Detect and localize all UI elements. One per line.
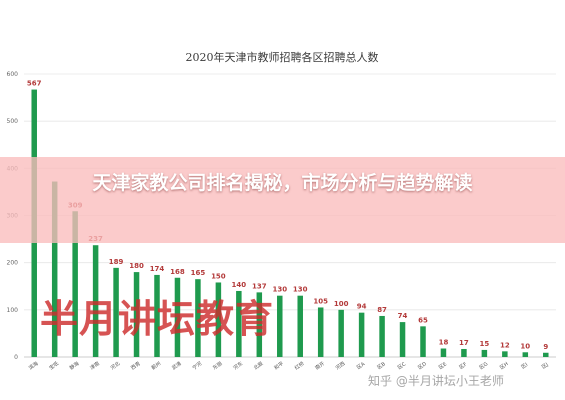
x-tick-label: 宁河 xyxy=(191,360,203,371)
bar xyxy=(195,279,201,357)
x-tick-label: 区E xyxy=(438,361,448,371)
data-label: 100 xyxy=(334,300,349,308)
bar xyxy=(277,295,283,357)
data-label: 189 xyxy=(109,258,124,266)
title-banner: 天津家教公司排名揭秘，市场分析与趋势解读 xyxy=(0,157,565,243)
data-label: 180 xyxy=(129,262,144,270)
y-tick-label: 0 xyxy=(14,354,18,361)
data-label: 17 xyxy=(459,339,469,347)
x-tick-label: 区D xyxy=(417,361,428,371)
data-label: 15 xyxy=(480,340,490,348)
bar xyxy=(379,315,385,357)
x-tick-label: 津南 xyxy=(89,360,101,371)
data-label: 105 xyxy=(313,297,328,305)
banner-title: 天津家教公司排名揭秘，市场分析与趋势解读 xyxy=(92,172,473,194)
x-tick-label: 北辰 xyxy=(252,360,264,371)
bar xyxy=(92,245,99,357)
bar xyxy=(522,352,529,357)
x-tick-label: 区I xyxy=(520,362,529,371)
data-label: 168 xyxy=(170,268,185,276)
bar xyxy=(133,272,140,357)
x-tick-label: 河西 xyxy=(334,360,346,371)
data-label: 18 xyxy=(439,339,449,347)
y-tick-label: 500 xyxy=(7,118,19,125)
data-label: 165 xyxy=(191,269,206,277)
data-label: 140 xyxy=(232,281,247,289)
x-tick-label: 蓟州 xyxy=(150,360,162,371)
bar xyxy=(420,326,426,357)
bar xyxy=(461,348,467,357)
bar xyxy=(113,267,119,357)
data-label: 130 xyxy=(272,286,287,294)
x-tick-label: 东丽 xyxy=(211,360,223,371)
bar xyxy=(481,349,488,357)
x-tick-label: 红桥 xyxy=(293,360,305,371)
bar xyxy=(317,307,324,357)
x-tick-label: 武清 xyxy=(170,360,182,371)
bar xyxy=(154,274,160,357)
x-axis-ticks: 滨海 宝坻 静海 津南 河北 西青 蓟州 武清 宁河 东丽 河东 北辰 和平 红桥 南开 河西 区A 区B 区C 区D… xyxy=(27,360,549,371)
y-tick-label: 600 xyxy=(7,71,19,78)
x-tick-label: 区H xyxy=(499,361,510,371)
y-tick-label: 200 xyxy=(7,260,19,267)
x-tick-label: 静海 xyxy=(68,360,80,371)
watermark-logo-text: 半月讲坛教育 xyxy=(40,297,275,341)
bar xyxy=(256,292,263,357)
bar xyxy=(215,282,222,357)
bar xyxy=(174,277,181,357)
bar xyxy=(399,322,406,357)
data-label: 65 xyxy=(418,316,428,324)
data-label: 94 xyxy=(357,303,367,311)
bar xyxy=(440,348,447,357)
x-tick-label: 区F xyxy=(458,361,468,371)
data-label: 10 xyxy=(520,342,530,350)
x-tick-label: 南开 xyxy=(314,360,326,371)
data-label: 9 xyxy=(543,343,548,351)
x-tick-label: 区J xyxy=(541,362,550,371)
bar xyxy=(543,352,549,357)
x-tick-label: 区C xyxy=(397,361,408,371)
x-tick-label: 区G xyxy=(478,361,489,371)
x-tick-label: 河东 xyxy=(232,360,244,371)
x-tick-label: 西青 xyxy=(130,360,142,371)
data-label: 12 xyxy=(500,341,510,349)
y-tick-label: 100 xyxy=(7,307,19,314)
watermark-zhihu: 知乎 @半月讲坛小王老师 xyxy=(368,374,504,388)
x-tick-label: 和平 xyxy=(273,360,285,371)
data-label: 137 xyxy=(252,282,267,290)
bar xyxy=(236,290,242,357)
data-label: 87 xyxy=(377,306,387,314)
bar xyxy=(297,295,303,357)
x-tick-label: 滨海 xyxy=(27,360,39,371)
data-label: 130 xyxy=(293,286,308,294)
data-label: 567 xyxy=(27,80,42,88)
x-tick-label: 区B xyxy=(376,361,387,371)
bar xyxy=(72,211,78,357)
bar xyxy=(502,351,508,357)
bar xyxy=(51,181,58,357)
x-tick-label: 宝坻 xyxy=(48,360,60,371)
data-label: 174 xyxy=(150,265,165,273)
data-label: 150 xyxy=(211,272,226,280)
bar xyxy=(358,312,365,357)
chart-title: 2020年天津市教师招聘各区招聘总人数 xyxy=(186,50,379,64)
x-tick-label: 河北 xyxy=(109,360,121,371)
x-tick-label: 区A xyxy=(356,361,367,371)
data-label: 74 xyxy=(398,312,408,320)
bar xyxy=(338,309,344,357)
